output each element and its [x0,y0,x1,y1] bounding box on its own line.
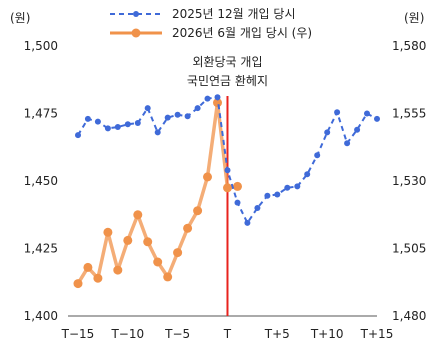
series1-point [174,111,181,118]
series1-point [314,152,321,159]
x-axis-tick-label: T [223,327,232,341]
right-axis-tick-label: 1,530 [392,174,426,188]
series2-point [143,237,153,247]
series1-point [134,120,141,126]
series2-point [153,257,163,267]
series2-point [213,98,222,108]
series1-point [334,109,341,116]
right-axis-ticks: 1,480 1,505 1,530 1,555 1,580 [392,39,426,323]
x-axis-tick-label: T−5 [164,327,190,341]
series1-point [114,124,121,130]
series1-point [224,167,231,174]
right-axis-tick-label: 1,580 [392,39,426,53]
series1-point [104,125,111,132]
series1-point [294,183,301,190]
series2-point [83,262,93,272]
left-axis-ticks: 1,400 1,425 1,450 1,475 1,500 [24,39,58,323]
event-label-line1: 외환당국 개입 [192,55,262,69]
series-layer [73,94,380,289]
series1-point [144,105,151,112]
right-axis-unit: (원) [404,11,424,25]
series2-point [113,265,123,275]
right-axis-tick-label: 1,505 [392,242,426,256]
legend-series1-label: 2025년 12월 개입 당시 [172,7,296,21]
series1-point [164,114,171,121]
legend-series2-label: 2026년 6월 개입 당시 (우) [172,26,312,40]
series1-point [194,105,201,112]
series2-point [123,235,133,245]
series1-point [234,199,241,206]
series2-point [93,273,103,283]
x-axis-tick-label: T+10 [310,327,344,341]
series2-point [133,210,143,220]
series2-point [193,206,203,216]
x-axis-ticks: T−15 T−10 T−5 T T+5 T+10 T+15 [61,327,394,341]
series2-point [73,279,83,289]
left-axis-tick-label: 1,425 [24,242,58,256]
series2-point [163,272,173,282]
legend-series2-marker [131,28,141,38]
series2-point [103,227,113,237]
series1-point [374,115,380,122]
legend: 2025년 12월 개입 당시 2026년 6월 개입 당시 (우) [110,7,312,40]
series2-point [173,248,183,258]
series1-point [324,129,331,136]
series1-point [84,115,91,122]
left-axis-tick-label: 1,475 [24,107,58,121]
series1-point [124,121,131,128]
series1-point [154,129,161,136]
series1-point [204,95,211,102]
event-label-line2: 국민연금 환헤지 [187,74,268,88]
series2-point [223,183,232,193]
left-axis-tick-label: 1,400 [24,309,58,323]
left-axis-tick-label: 1,450 [24,174,58,188]
series1-point [254,205,261,211]
series1-point [214,94,221,101]
legend-series1-marker [133,11,139,17]
series1-point [184,113,191,120]
right-axis-tick-label: 1,555 [392,107,426,121]
series1-point [274,191,281,198]
series1-point [264,192,271,199]
series1-point [244,219,251,226]
right-axis-tick-label: 1,480 [392,309,426,323]
series1-point [354,126,361,133]
x-axis-tick-label: T−15 [61,327,95,341]
series1-point [364,110,370,117]
series1-point [344,140,351,147]
series1-point [94,118,101,125]
series1-point [304,171,311,178]
series1-point [284,184,291,191]
series2-point [233,181,242,191]
x-axis-tick-label: T−10 [110,327,144,341]
left-axis-tick-label: 1,500 [24,39,58,53]
left-axis-unit: (원) [10,11,30,25]
x-axis-tick-label: T+15 [360,327,394,341]
series2-point [203,172,212,182]
series2-point [183,223,193,233]
series1-point [75,132,81,139]
x-axis-tick-label: T+5 [264,327,290,341]
